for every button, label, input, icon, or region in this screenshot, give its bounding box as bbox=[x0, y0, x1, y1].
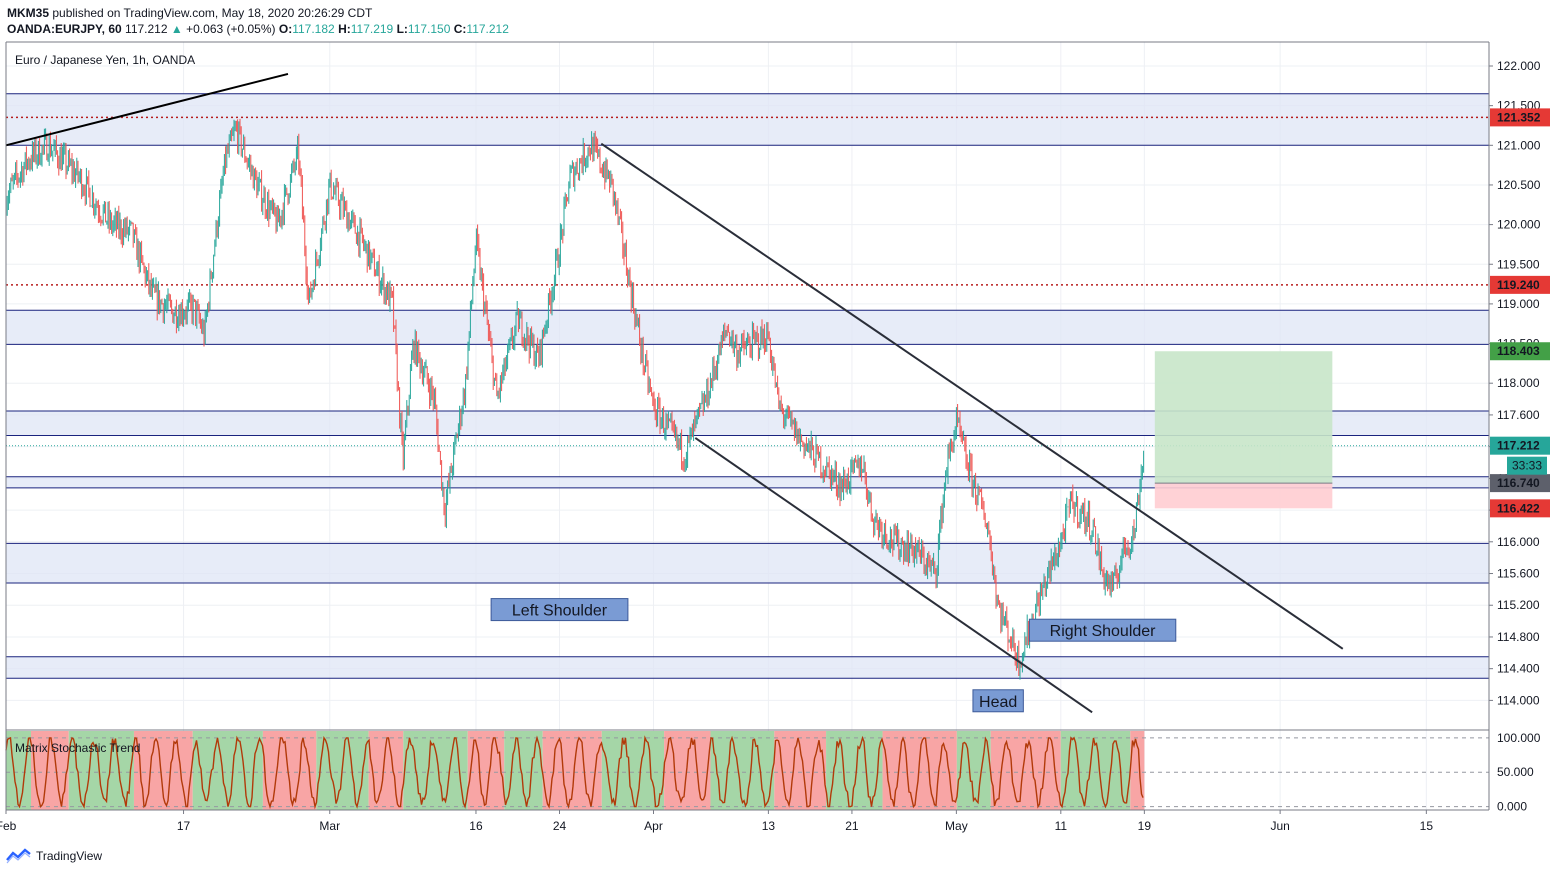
change-value: +0.063 (+0.05%) bbox=[186, 22, 276, 36]
price-label-5: 116.422 bbox=[1497, 501, 1540, 515]
price-label-1: 119.240 bbox=[1497, 278, 1540, 292]
footer-brand-label: TradingView bbox=[36, 849, 103, 863]
y-tick-label-2: 121.000 bbox=[1497, 138, 1541, 152]
publish-text: published on TradingView.com, May 18, 20… bbox=[52, 6, 373, 20]
indicator-bear-segment bbox=[882, 731, 957, 810]
zone-band-0 bbox=[6, 93, 1489, 146]
y-tick-label-18: 114.000 bbox=[1497, 693, 1540, 707]
price-label-0: 121.352 bbox=[1497, 110, 1541, 124]
trendline-1[interactable] bbox=[600, 142, 1344, 650]
indicator-title: Matrix Stochastic Trend bbox=[15, 741, 140, 755]
y-tick-label-8: 118.000 bbox=[1497, 376, 1540, 390]
zone-band-3 bbox=[6, 476, 1489, 488]
y-tick-label-3: 120.500 bbox=[1497, 178, 1541, 192]
high-value: 117.219 bbox=[350, 22, 394, 36]
indicator-level-label-0: 100.000 bbox=[1497, 731, 1541, 745]
price-label-box-5 bbox=[1490, 499, 1550, 518]
right-shoulder-label-box[interactable] bbox=[1028, 618, 1177, 642]
left-shoulder-label-box[interactable] bbox=[490, 598, 629, 622]
y-tick-label-13: 116.000 bbox=[1497, 535, 1540, 549]
y-tick-label-6: 119.000 bbox=[1497, 297, 1540, 311]
zone-band-4 bbox=[6, 543, 1489, 584]
trendline-0[interactable] bbox=[5, 72, 289, 147]
x-tick-label-2: Mar bbox=[319, 819, 340, 833]
indicator-bear-segment bbox=[262, 731, 317, 810]
zone-band-5 bbox=[6, 656, 1489, 679]
x-tick-label-3: 16 bbox=[469, 819, 483, 833]
y-tick-label-4: 120.000 bbox=[1497, 218, 1541, 232]
high-label: H: bbox=[338, 22, 351, 36]
x-tick-label-6: 13 bbox=[762, 819, 776, 833]
open-label: O: bbox=[278, 22, 293, 36]
low-label: L: bbox=[396, 22, 408, 36]
x-tick-label-9: 11 bbox=[1055, 819, 1068, 833]
indicator-bull-segment bbox=[6, 731, 32, 810]
close-label: C: bbox=[453, 22, 467, 36]
price-label-box-2 bbox=[1490, 342, 1550, 361]
y-tick-label-15: 115.200 bbox=[1497, 598, 1540, 612]
pattern-annotations[interactable]: Left Shoulder Head Right Shoulder bbox=[490, 598, 1177, 713]
x-tick-label-11: Jun bbox=[1270, 819, 1289, 833]
close-value: 117.212 bbox=[466, 22, 509, 36]
indicator-bull-segment bbox=[1060, 731, 1131, 810]
y-tick-label-17: 114.400 bbox=[1497, 662, 1540, 676]
dotted-levels bbox=[6, 116, 1489, 447]
x-tick-label-4: 24 bbox=[553, 819, 567, 833]
indicator-pane bbox=[5, 731, 1489, 810]
countdown-label: 33:33 bbox=[1512, 459, 1542, 473]
pane-title: Euro / Japanese Yen, 1h, OANDA bbox=[15, 53, 195, 67]
x-tick-label-0: Feb bbox=[0, 819, 17, 833]
y-tick-label-0: 122.000 bbox=[1497, 59, 1541, 73]
y-tick-label-9: 117.600 bbox=[1497, 408, 1540, 422]
low-value: 117.150 bbox=[407, 22, 451, 36]
price-label-box-0 bbox=[1490, 108, 1550, 127]
ohlc-header: OANDA:EURJPY, 60 117.212 ▲ +0.063 (+0.05… bbox=[7, 22, 509, 36]
support-resistance-zones bbox=[6, 93, 1489, 679]
price-label-3: 117.212 bbox=[1497, 439, 1540, 453]
x-tick-label-10: 19 bbox=[1138, 819, 1152, 833]
last-price: 117.212 bbox=[125, 22, 168, 36]
indicator-bull-segment bbox=[504, 731, 543, 810]
indicator-bull-segment bbox=[403, 731, 468, 810]
head-label: Head bbox=[979, 694, 1017, 711]
change-up-icon: ▲ bbox=[170, 22, 183, 36]
indicator-level-label-1: 50.000 bbox=[1497, 765, 1534, 779]
tradingview-logo-icon bbox=[6, 848, 31, 864]
countdown-box bbox=[1507, 456, 1547, 475]
y-tick-label-14: 115.600 bbox=[1497, 567, 1540, 581]
symbol-label: OANDA:EURJPY, 60 bbox=[7, 22, 122, 36]
price-label-box-4 bbox=[1490, 474, 1550, 493]
x-tick-label-8: May bbox=[945, 819, 968, 833]
right-shoulder-label: Right Shoulder bbox=[1050, 623, 1157, 640]
axes: 122.000121.500121.000120.500120.000119.5… bbox=[0, 41, 1550, 833]
footer-brand[interactable]: TradingView bbox=[6, 848, 102, 864]
x-tick-label-5: Apr bbox=[644, 819, 663, 833]
position-stop-zone[interactable] bbox=[1154, 483, 1333, 509]
price-label-2: 118.403 bbox=[1497, 344, 1540, 358]
x-tick-label-7: 21 bbox=[845, 819, 859, 833]
x-tick-label-12: 15 bbox=[1420, 819, 1434, 833]
indicator-line bbox=[5, 735, 1144, 810]
y-tick-label-16: 114.800 bbox=[1497, 630, 1540, 644]
open-value: 117.182 bbox=[292, 22, 335, 36]
x-tick-label-1: 17 bbox=[177, 819, 191, 833]
publish-info: MKM35 published on TradingView.com, May … bbox=[7, 6, 372, 20]
y-tick-label-5: 119.500 bbox=[1497, 257, 1540, 271]
indicator-level-label-2: 0.000 bbox=[1497, 800, 1527, 814]
trendline-2[interactable] bbox=[694, 437, 1093, 714]
author-name[interactable]: MKM35 bbox=[7, 6, 50, 20]
candlestick-series bbox=[5, 118, 1145, 680]
price-label-4: 116.740 bbox=[1497, 476, 1540, 490]
price-label-box-3 bbox=[1490, 436, 1550, 455]
trendlines[interactable] bbox=[5, 72, 1344, 714]
position-target-zone[interactable] bbox=[1154, 351, 1333, 484]
head-label-box[interactable] bbox=[972, 689, 1024, 713]
long-position-tool[interactable] bbox=[1154, 351, 1333, 509]
price-label-box-1 bbox=[1490, 275, 1550, 294]
left-shoulder-label: Left Shoulder bbox=[512, 603, 608, 620]
indicator-bull-segment bbox=[826, 731, 883, 810]
